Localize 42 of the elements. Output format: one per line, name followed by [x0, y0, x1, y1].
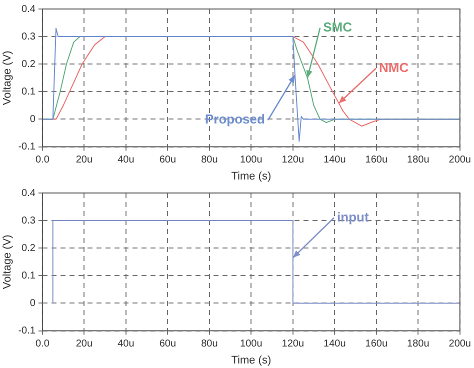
y-tick-label: 0.1 [22, 270, 36, 282]
x-tick-label: 100u [240, 338, 262, 350]
y-tick-label: 0.1 [22, 86, 36, 98]
text: SMC [323, 19, 353, 34]
y-tick-label: 0.2 [22, 242, 36, 254]
x-tick-label: 140u [324, 154, 346, 166]
x-tick-label: 160u [365, 338, 388, 350]
text: Proposed [205, 112, 266, 127]
x-tick-label: 0.0 [35, 154, 50, 166]
x-tick-label: 60u [159, 154, 176, 166]
x-tick-label: 120u [282, 154, 304, 166]
y-tick-label: 0 [30, 298, 36, 309]
text: NMC [379, 60, 410, 75]
y-tick-label: 0.3 [22, 215, 36, 226]
y-tick-label: 0.2 [22, 58, 36, 70]
x-axis-title: Time (s) [231, 170, 272, 182]
x-tick-label: 140u [324, 338, 346, 350]
x-tick-label: 80u [201, 154, 218, 166]
x-tick-label: 40u [118, 338, 134, 350]
y-tick-label: 0 [30, 114, 36, 125]
x-axis-title: Time (s) [231, 354, 272, 366]
x-tick-label: 160u [365, 154, 388, 166]
x-tick-label: 0.0 [35, 338, 50, 350]
y-tick-label: 0.4 [22, 188, 36, 199]
y-tick-label: -0.1 [18, 142, 36, 153]
x-tick-label: 80u [201, 338, 218, 350]
y-tick-label: 0.3 [22, 31, 36, 42]
x-tick-label: 180u [407, 338, 430, 350]
x-tick-label: 100u [240, 154, 262, 166]
y-tick-label: -0.1 [18, 326, 36, 337]
x-tick-label: 180u [407, 154, 430, 166]
y-axis-title: Voltage (V) [2, 50, 14, 106]
x-tick-label: 200u [448, 338, 471, 350]
x-tick-label: 60u [159, 338, 176, 350]
y-tick-label: 0.4 [22, 4, 36, 15]
text: input [337, 209, 370, 224]
x-tick-label: 40u [118, 154, 134, 166]
x-tick-label: 200u [448, 154, 471, 166]
x-tick-label: 20u [76, 338, 93, 350]
y-axis-title: Voltage (V) [2, 234, 14, 290]
x-tick-label: 120u [282, 338, 304, 350]
x-tick-label: 20u [76, 154, 93, 166]
